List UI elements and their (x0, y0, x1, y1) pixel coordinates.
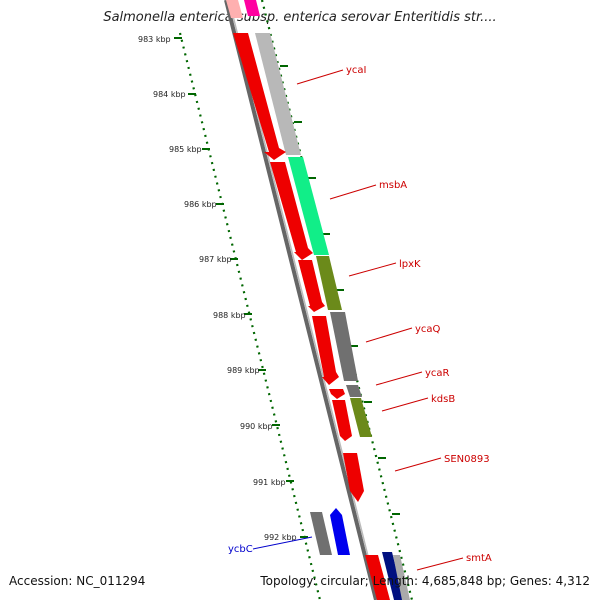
gene-label-lpxK[interactable]: lpxK (399, 259, 421, 270)
kbp-label-985: 985 kbp (169, 145, 202, 154)
kbp-label-992: 992 kbp (264, 533, 297, 542)
gene-label-ycbC[interactable]: ycbC (228, 544, 253, 555)
gene-block-bottom-red[interactable] (365, 555, 390, 600)
gene-arrow-ycaQ[interactable] (312, 316, 339, 385)
gene-annotation-msbA[interactable] (288, 157, 329, 255)
gene-label-smtA[interactable]: smtA (466, 553, 492, 564)
gene-annotation-ycaR[interactable] (346, 385, 362, 397)
gene-arrow-lpxK[interactable] (298, 260, 325, 312)
gene-arrow-ycbC[interactable] (310, 512, 332, 555)
gene-label-ycaR[interactable]: ycaR (425, 368, 450, 379)
kbp-label-983: 983 kbp (138, 35, 171, 44)
label-connectors (252, 69, 464, 571)
gene-arrow-kdsB[interactable] (332, 400, 352, 441)
gene-annotation-lpxK[interactable] (316, 256, 342, 310)
gene-block-bottom-grey[interactable] (393, 555, 410, 600)
gene-arrow-SEN0893[interactable] (343, 453, 364, 502)
gene-arrow-blue[interactable] (330, 508, 350, 555)
gene-arrow-ycaI[interactable] (233, 33, 286, 160)
gene-annotation-ycaI[interactable] (255, 33, 301, 155)
kbp-label-990: 990 kbp (240, 422, 273, 431)
gene-block-magenta[interactable] (244, 0, 260, 16)
left-dotted-frame (178, 32, 322, 600)
gene-annotation-kdsB[interactable] (350, 398, 372, 437)
gene-block-bottom-navy[interactable] (382, 552, 404, 600)
sequence-backbone (224, 0, 378, 600)
kbp-label-989: 989 kbp (227, 366, 260, 375)
gene-label-ycaQ[interactable]: ycaQ (415, 324, 441, 335)
gene-label-SEN0893[interactable]: SEN0893 (444, 454, 490, 465)
kbp-label-984: 984 kbp (153, 90, 186, 99)
gene-label-msbA[interactable]: msbA (379, 180, 407, 191)
organism-title: Salmonella enterica subsp. enterica sero… (103, 10, 497, 25)
gene-arrow-ycaR[interactable] (329, 389, 345, 399)
kbp-label-991: 991 kbp (253, 478, 286, 487)
gene-label-kdsB[interactable]: kdsB (431, 394, 455, 405)
kbp-label-988: 988 kbp (213, 311, 246, 320)
gene-label-ycaI[interactable]: ycaI (346, 65, 367, 76)
gene-arrow-msbA[interactable] (270, 162, 313, 260)
kbp-tick-marks (174, 37, 308, 538)
kbp-label-987: 987 kbp (199, 255, 232, 264)
gene-block-pink[interactable] (226, 0, 243, 18)
kbp-label-986: 986 kbp (184, 200, 217, 209)
gene-annotation-ycaQ[interactable] (330, 312, 358, 381)
accession-text: Accession: NC_011294 (9, 574, 146, 588)
topology-text: Topology: circular; Length: 4,685,848 bp… (260, 574, 590, 588)
